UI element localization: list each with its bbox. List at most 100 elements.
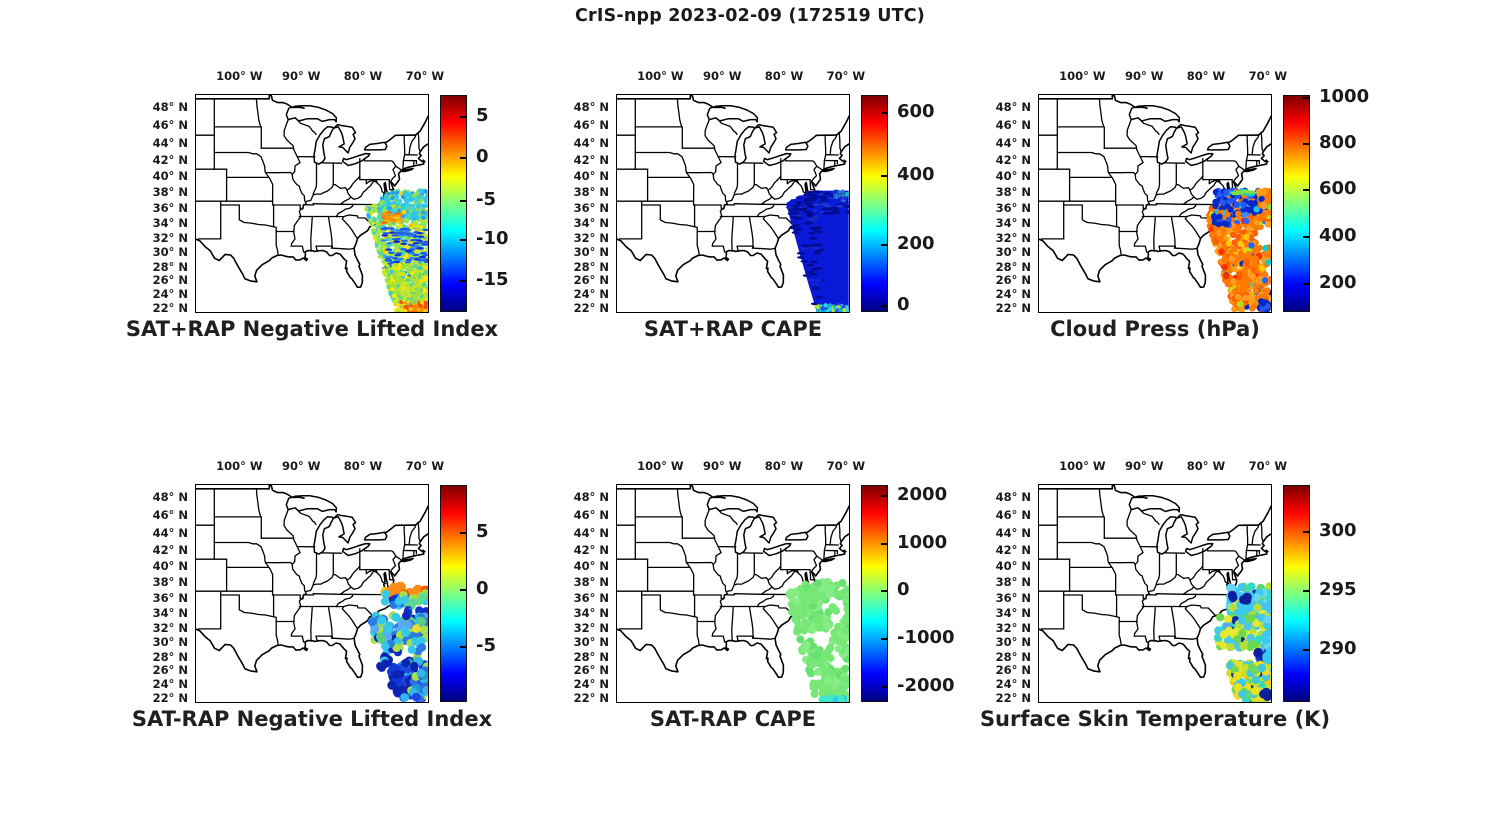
state-boundaries: [196, 95, 428, 289]
lat-tick-label: 22° N: [152, 300, 188, 315]
colorbar-tick: [460, 531, 466, 534]
lat-tick-label: 32° N: [152, 620, 188, 635]
lon-tick-label: 90° W: [702, 69, 742, 83]
colorbar-tick-label: 200: [897, 232, 935, 254]
lat-tick-label: 28° N: [573, 259, 609, 274]
lat-tick-label: 40° N: [152, 169, 188, 184]
lat-tick-label: 22° N: [573, 690, 609, 705]
us-map-plot-area: [616, 484, 850, 703]
scatter-data-layer: [364, 188, 428, 312]
scatter-data-layer: [785, 577, 849, 702]
lat-tick-label: 28° N: [995, 649, 1031, 664]
colorbar: [1283, 95, 1310, 312]
lon-tick-label: 100° W: [216, 459, 263, 473]
scatter-data-layer: [785, 189, 849, 312]
lon-tick-label: 100° W: [637, 459, 684, 473]
colorbar-tick: [1303, 96, 1309, 99]
colorbar-tick-label: 0: [897, 293, 910, 315]
colorbar-tick: [460, 589, 466, 592]
lat-tick-label: 30° N: [573, 245, 609, 260]
lon-tick-label: 90° W: [1124, 459, 1164, 473]
lat-tick-label: 32° N: [152, 230, 188, 245]
lon-tick-label: 80° W: [764, 69, 804, 83]
colorbar-tick: [460, 238, 466, 241]
us-map-plot-area: [616, 94, 850, 313]
lat-tick-label: 38° N: [152, 185, 188, 200]
lat-tick-label: 44° N: [995, 135, 1031, 150]
lon-tick-label: 70° W: [826, 69, 866, 83]
us-map: [617, 95, 849, 312]
colorbar-tick-label: -2000: [897, 674, 955, 696]
colorbar-tick: [881, 304, 887, 307]
state-boundaries: [617, 95, 849, 289]
lat-tick-label: 44° N: [152, 135, 188, 150]
lat-tick-label: 40° N: [995, 169, 1031, 184]
lat-tick-label: 44° N: [995, 525, 1031, 540]
lat-tick-label: 40° N: [995, 559, 1031, 574]
colorbar-tick-label: 5: [476, 104, 489, 126]
colorbar-tick: [1303, 142, 1309, 145]
colorbar-tick: [881, 590, 887, 593]
lat-tick-label: 34° N: [573, 606, 609, 621]
lat-tick-label: 44° N: [573, 135, 609, 150]
lat-tick-label: 36° N: [995, 590, 1031, 605]
colorbar-tick-label: 5: [476, 520, 489, 542]
colorbar-tick: [1303, 283, 1309, 286]
lat-tick-label: 36° N: [995, 200, 1031, 215]
panel-title: SAT-RAP Negative Lifted Index: [131, 707, 493, 731]
panel-title: Cloud Press (hPa): [1050, 317, 1260, 341]
lat-tick-label: 34° N: [152, 216, 188, 231]
lat-tick-label: 32° N: [995, 230, 1031, 245]
colorbar-tick: [881, 494, 887, 497]
us-map: [196, 95, 428, 312]
lat-tick-label: 26° N: [152, 273, 188, 288]
colorbar-tick-label: 0: [897, 579, 910, 601]
lat-tick-label: 24° N: [995, 287, 1031, 302]
lat-tick-label: 42° N: [573, 152, 609, 167]
scatter-data-layer: [1213, 582, 1271, 702]
lon-tick-label: 70° W: [405, 459, 445, 473]
colorbar-tick: [1303, 530, 1309, 533]
colorbar-tick: [881, 175, 887, 178]
lat-tick-label: 32° N: [573, 620, 609, 635]
lon-tick-label: 100° W: [216, 69, 263, 83]
lat-tick-label: 48° N: [573, 100, 609, 115]
lon-tick-label: 80° W: [1186, 459, 1226, 473]
lon-tick-label: 100° W: [1059, 69, 1106, 83]
lat-tick-label: 28° N: [573, 649, 609, 664]
colorbar: [861, 95, 888, 312]
lat-tick-label: 30° N: [573, 635, 609, 650]
lat-tick-label: 28° N: [152, 649, 188, 664]
lat-tick-label: 24° N: [995, 677, 1031, 692]
lat-tick-label: 48° N: [152, 100, 188, 115]
colorbar-tick-label: 295: [1319, 579, 1357, 601]
colorbar-tick-label: 600: [1319, 178, 1357, 200]
lon-tick-label: 80° W: [764, 459, 804, 473]
lat-tick-label: 22° N: [995, 690, 1031, 705]
lat-tick-label: 42° N: [152, 542, 188, 557]
lat-tick-label: 30° N: [995, 245, 1031, 260]
lat-tick-label: 30° N: [152, 635, 188, 650]
lon-tick-label: 100° W: [1059, 459, 1106, 473]
lat-tick-label: 38° N: [995, 575, 1031, 590]
lat-tick-label: 42° N: [995, 542, 1031, 557]
colorbar-tick-label: 300: [1319, 519, 1357, 541]
panel-title: SAT+RAP Negative Lifted Index: [125, 317, 499, 341]
panel-title: Surface Skin Temperature (K): [979, 707, 1331, 731]
lat-tick-label: 38° N: [573, 575, 609, 590]
lat-tick-label: 34° N: [995, 606, 1031, 621]
colorbar-tick-label: 200: [1319, 272, 1357, 294]
state-boundaries: [1039, 485, 1271, 679]
lon-tick-label: 90° W: [702, 459, 742, 473]
colorbar-tick: [1303, 236, 1309, 239]
colorbar-tick: [881, 112, 887, 114]
state-boundaries: [196, 485, 428, 679]
lat-tick-label: 48° N: [152, 490, 188, 505]
figure-title: CrIS-npp 2023-02-09 (172519 UTC): [574, 6, 926, 26]
lat-tick-label: 46° N: [995, 508, 1031, 523]
